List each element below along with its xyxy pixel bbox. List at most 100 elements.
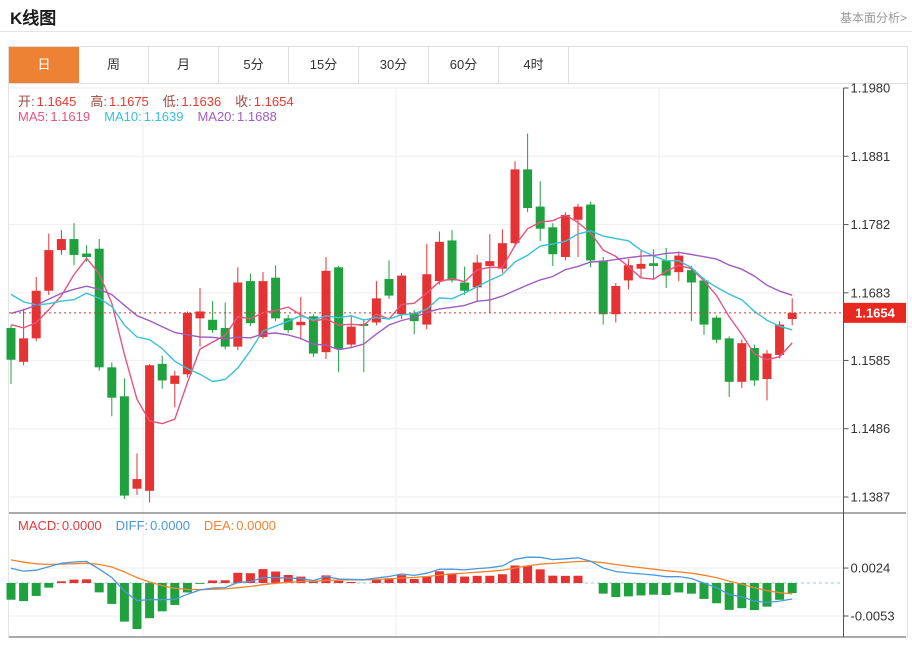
tab-4时[interactable]: 4时 bbox=[499, 47, 569, 83]
macd-bar bbox=[94, 583, 104, 593]
chart-frame bbox=[8, 84, 908, 638]
last-price-badge-text: 1.1654 bbox=[855, 305, 896, 320]
candle-body bbox=[573, 206, 583, 220]
macd-bar bbox=[460, 576, 470, 583]
candle-body bbox=[447, 240, 457, 281]
macd-bar bbox=[346, 581, 356, 583]
legend-value: 0.0000 bbox=[61, 518, 102, 533]
candle-body bbox=[82, 253, 92, 257]
macd-bar bbox=[208, 580, 218, 583]
candle-body bbox=[674, 255, 684, 273]
legend-value: 1.1675 bbox=[109, 94, 149, 109]
candle-body bbox=[245, 281, 255, 324]
y-axis-label: 1.1387 bbox=[851, 489, 891, 504]
candle-body bbox=[699, 280, 709, 325]
candle-body bbox=[422, 274, 432, 325]
tab-日[interactable]: 日 bbox=[9, 47, 79, 83]
legend-value: 1.1639 bbox=[143, 109, 184, 124]
ma20-line bbox=[10, 251, 793, 351]
ma-legend: MA5: 1.1619 MA10: 1.1639 MA20: 1.1688 bbox=[18, 109, 291, 124]
tab-15分[interactable]: 15分 bbox=[289, 47, 359, 83]
candle-body bbox=[787, 312, 797, 320]
candle-body bbox=[535, 206, 545, 229]
candle-body bbox=[321, 270, 331, 353]
tab-月[interactable]: 月 bbox=[149, 47, 219, 83]
legend-label: MA20: bbox=[197, 109, 236, 124]
macd-bar bbox=[145, 583, 155, 619]
candle-body bbox=[434, 241, 444, 282]
macd-bar bbox=[699, 583, 709, 599]
macd-bar bbox=[409, 578, 419, 583]
macd-bar bbox=[384, 578, 394, 583]
macd-bar bbox=[19, 583, 29, 602]
candle-body bbox=[119, 396, 129, 496]
legend-value: 0.0000 bbox=[150, 518, 190, 533]
legend-label: DEA: bbox=[203, 518, 235, 533]
candle-body bbox=[497, 243, 507, 269]
macd-bar bbox=[674, 583, 684, 593]
macd-bar bbox=[397, 575, 407, 583]
fundamental-analysis-link[interactable]: 基本面分析> bbox=[839, 11, 907, 25]
macd-bar bbox=[712, 583, 722, 604]
candle-body bbox=[208, 319, 218, 331]
tab-周[interactable]: 周 bbox=[79, 47, 149, 83]
macd-bar bbox=[283, 574, 293, 583]
legend-value: 1.1619 bbox=[50, 109, 91, 124]
macd-bar bbox=[422, 576, 432, 583]
candle-body bbox=[283, 318, 293, 331]
tabbar-filler bbox=[569, 47, 907, 83]
tab-5分[interactable]: 5分 bbox=[219, 47, 289, 83]
candle-body bbox=[762, 353, 772, 380]
y-axis-label: 1.1980 bbox=[851, 81, 891, 96]
candle-body bbox=[296, 321, 306, 326]
macd-bar bbox=[107, 583, 117, 604]
candle-body bbox=[510, 169, 520, 244]
candle-body bbox=[560, 214, 570, 257]
macd-bar bbox=[560, 575, 570, 583]
macd-bar bbox=[787, 583, 797, 594]
candle-body bbox=[384, 279, 394, 296]
macd-bar bbox=[611, 583, 621, 598]
y-axis-label: 1.1881 bbox=[851, 149, 891, 164]
macd-axis-label: -0.0053 bbox=[851, 609, 895, 624]
macd-bar bbox=[434, 571, 444, 583]
macd-bar bbox=[535, 569, 545, 583]
macd-bar bbox=[56, 581, 66, 583]
macd-bar bbox=[749, 583, 759, 611]
candle-body bbox=[472, 262, 482, 288]
macd-bar bbox=[321, 575, 331, 583]
macd-bar bbox=[170, 583, 180, 605]
candle-body bbox=[346, 326, 356, 345]
macd-bar bbox=[157, 583, 167, 612]
candle-body bbox=[56, 239, 66, 251]
macd-bar bbox=[132, 583, 142, 629]
y-axis-label: 1.1486 bbox=[851, 421, 891, 436]
diff-line bbox=[10, 556, 793, 604]
legend-label: MA10: bbox=[104, 109, 142, 124]
candle-body bbox=[712, 317, 722, 340]
legend-label: 收: bbox=[235, 94, 252, 109]
candle-body bbox=[371, 298, 381, 323]
candle-body bbox=[334, 267, 344, 349]
candle-body bbox=[145, 365, 155, 491]
page-title: K线图 bbox=[10, 9, 57, 28]
candle-body bbox=[107, 367, 117, 398]
tab-60分[interactable]: 60分 bbox=[429, 47, 499, 83]
macd-bar bbox=[44, 583, 54, 588]
candle-body bbox=[686, 270, 696, 283]
macd-bar bbox=[598, 583, 608, 594]
candle-body bbox=[19, 338, 29, 362]
legend-label: 低: bbox=[162, 94, 180, 109]
ma10-line bbox=[10, 230, 793, 383]
macd-bar bbox=[308, 581, 318, 583]
candle-body bbox=[233, 282, 243, 347]
macd-legend: MACD: 0.0000 DIFF: 0.0000 DEA: 0.0000 bbox=[18, 518, 290, 533]
candle-body bbox=[749, 348, 759, 381]
tab-30分[interactable]: 30分 bbox=[359, 47, 429, 83]
macd-bar bbox=[661, 583, 671, 595]
legend-value: 1.1636 bbox=[181, 94, 222, 109]
candle-body bbox=[69, 239, 79, 255]
candle-body bbox=[460, 282, 470, 291]
candle-body bbox=[132, 479, 142, 489]
